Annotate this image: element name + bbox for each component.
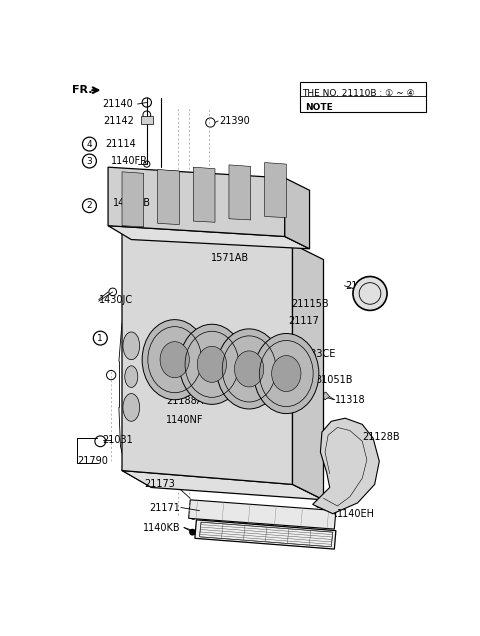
Text: 4: 4 [86, 139, 92, 149]
Text: 21171: 21171 [149, 502, 180, 513]
Text: 1140EH: 1140EH [337, 509, 375, 519]
Circle shape [83, 154, 96, 168]
Text: 1140KB: 1140KB [143, 523, 180, 532]
Text: 11318: 11318 [335, 395, 366, 404]
Text: 1433CB: 1433CB [113, 198, 152, 207]
Text: 21128B: 21128B [362, 432, 400, 441]
Circle shape [212, 417, 218, 422]
Text: 3: 3 [86, 156, 92, 165]
Ellipse shape [160, 342, 189, 378]
Text: 21115B: 21115B [292, 300, 329, 309]
Polygon shape [122, 172, 144, 227]
Polygon shape [292, 244, 324, 500]
Ellipse shape [216, 329, 282, 409]
Text: NOTE: NOTE [305, 102, 333, 112]
FancyBboxPatch shape [300, 83, 426, 112]
Polygon shape [157, 169, 180, 225]
Circle shape [333, 506, 338, 512]
Text: 1: 1 [97, 334, 103, 343]
Polygon shape [108, 167, 285, 237]
Text: 1140FR: 1140FR [111, 156, 148, 166]
Polygon shape [141, 116, 153, 124]
Text: 21173: 21173 [144, 480, 175, 490]
Polygon shape [195, 520, 336, 549]
Text: 21114: 21114 [105, 139, 136, 149]
Text: 1571AB: 1571AB [211, 253, 249, 263]
Text: FR.: FR. [72, 85, 93, 95]
Polygon shape [264, 163, 286, 218]
Polygon shape [229, 165, 251, 220]
Text: 21142: 21142 [104, 116, 134, 126]
Ellipse shape [123, 332, 140, 360]
Polygon shape [321, 392, 330, 399]
Polygon shape [108, 226, 310, 249]
Text: 1430JC: 1430JC [99, 294, 133, 305]
Circle shape [93, 331, 107, 345]
Text: THE NO. 21110B : ① ~ ④: THE NO. 21110B : ① ~ ④ [302, 89, 415, 98]
Text: 1433CE: 1433CE [299, 349, 336, 359]
Text: 21390: 21390 [219, 116, 250, 126]
Text: 21188A: 21188A [166, 396, 204, 406]
Polygon shape [312, 418, 379, 514]
Circle shape [268, 303, 274, 308]
Circle shape [353, 277, 387, 310]
Polygon shape [285, 178, 310, 249]
Text: 2: 2 [86, 201, 92, 210]
Text: 31051B: 31051B [316, 375, 353, 385]
Ellipse shape [180, 324, 244, 404]
Text: 1140NF: 1140NF [166, 415, 204, 425]
Polygon shape [193, 167, 215, 222]
Circle shape [190, 529, 195, 535]
Ellipse shape [125, 366, 138, 387]
Circle shape [83, 137, 96, 151]
Ellipse shape [272, 356, 301, 392]
Text: 21443: 21443 [345, 280, 376, 291]
Ellipse shape [234, 351, 264, 387]
Polygon shape [122, 230, 292, 485]
Circle shape [83, 198, 96, 212]
Polygon shape [264, 322, 277, 332]
Text: 21140: 21140 [102, 99, 133, 109]
Polygon shape [189, 500, 336, 529]
Ellipse shape [254, 333, 319, 413]
Text: 21117: 21117 [288, 316, 320, 326]
Text: 21126C: 21126C [244, 395, 282, 404]
Ellipse shape [123, 394, 140, 421]
Ellipse shape [142, 320, 207, 399]
Ellipse shape [197, 346, 227, 382]
Text: 21031: 21031 [103, 435, 133, 445]
Polygon shape [122, 471, 324, 500]
Text: 21790: 21790 [77, 456, 108, 466]
